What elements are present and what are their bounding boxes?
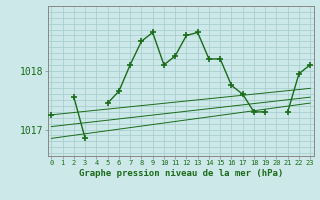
X-axis label: Graphe pression niveau de la mer (hPa): Graphe pression niveau de la mer (hPa)	[79, 169, 283, 178]
